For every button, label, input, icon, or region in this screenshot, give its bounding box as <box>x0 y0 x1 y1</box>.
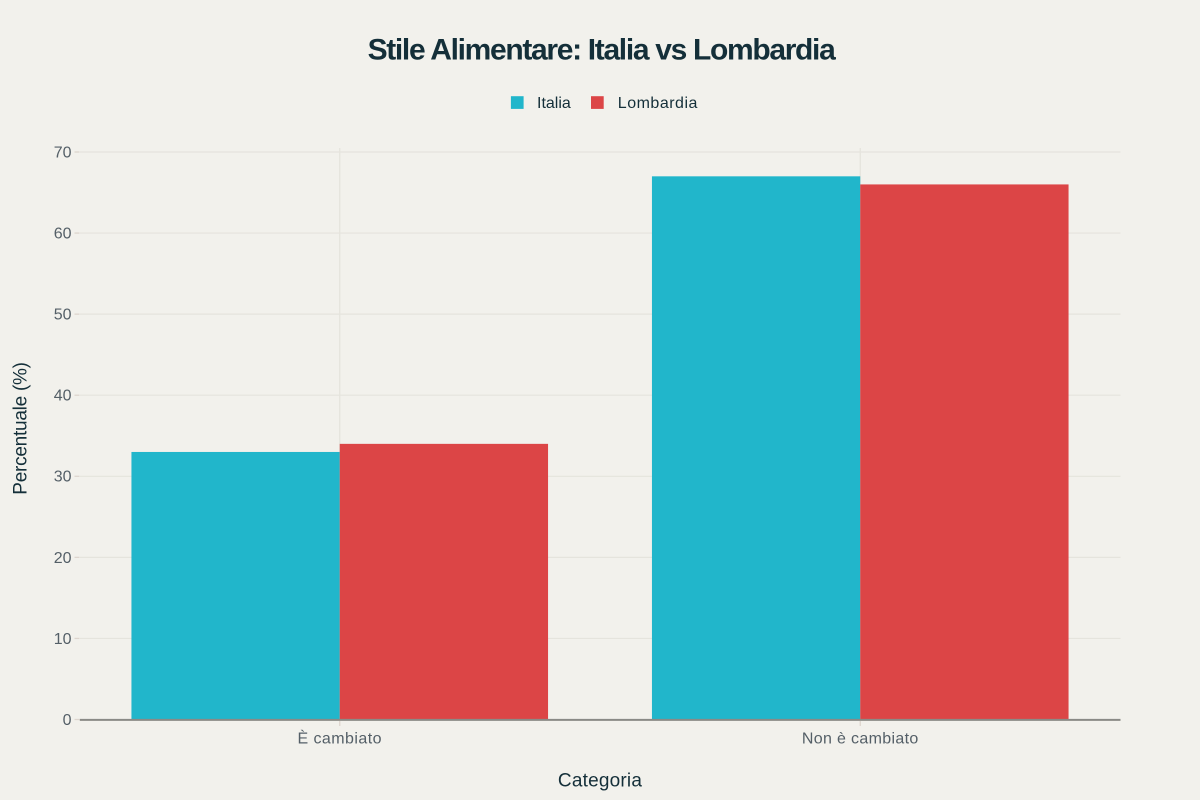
svg-text:Percentuale (%): Percentuale (%) <box>11 362 32 494</box>
svg-text:50: 50 <box>54 307 72 324</box>
svg-text:20: 20 <box>54 550 72 567</box>
svg-text:60: 60 <box>54 226 72 243</box>
svg-text:Italia: Italia <box>537 95 571 112</box>
svg-text:Non è cambiato: Non è cambiato <box>802 731 919 748</box>
svg-text:0: 0 <box>63 712 72 729</box>
svg-text:10: 10 <box>54 631 72 648</box>
svg-text:Stile Alimentare: Italia vs Lo: Stile Alimentare: Italia vs Lombardia <box>368 34 837 67</box>
svg-text:70: 70 <box>54 144 72 161</box>
svg-text:È cambiato: È cambiato <box>297 729 382 748</box>
svg-text:Categoria: Categoria <box>558 771 642 792</box>
svg-text:40: 40 <box>54 388 72 405</box>
svg-text:30: 30 <box>54 469 72 486</box>
svg-text:Lombardia: Lombardia <box>618 95 698 112</box>
